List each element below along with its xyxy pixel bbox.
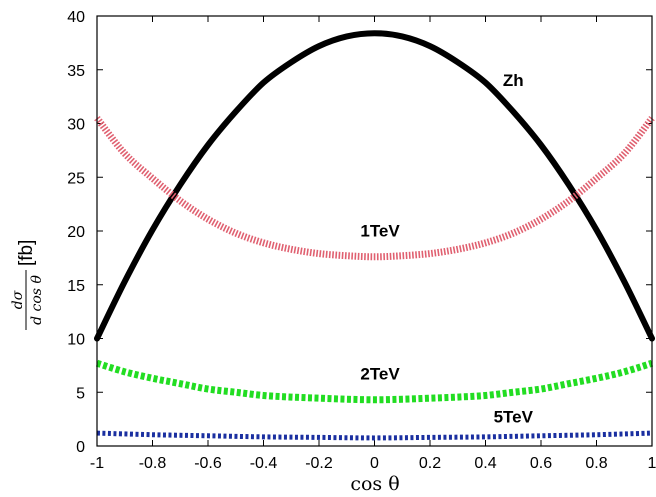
y-tick-label: 5 [76,385,85,402]
series-line-1tev [94,115,655,261]
y-tick-label: 35 [67,63,85,80]
series-labels: Zh 1TeV 2TeV 5TeV [360,71,533,426]
x-tick-label: 0.6 [530,455,552,472]
plot-frame [96,15,653,447]
x-tick-label: 0.8 [585,455,607,472]
series-layer [94,30,655,441]
x-tick-label: -0.6 [194,455,222,472]
y-axis-title: dσ d cos θ [fb] [10,240,45,330]
series-label-1tev: 1TeV [360,221,400,240]
y-tick-label: 40 [67,9,85,26]
x-tick-label: -0.4 [250,455,278,472]
y-tick-label: 30 [67,117,85,134]
y-axis-title-numerator: dσ [10,290,26,309]
series-label-zh: Zh [503,71,524,90]
x-tick-label: -1 [90,455,104,472]
y-tick-label: 10 [67,332,85,349]
y-tick-label: 20 [67,224,85,241]
y-tick-label: 25 [67,170,85,187]
x-tick-label: -0.8 [139,455,167,472]
y-tick-label: 0 [76,439,85,456]
y-axis-title-denominator: d cos θ [29,275,45,325]
x-tick-label: -0.2 [305,455,333,472]
x-tick-label: 0 [370,455,379,472]
y-tick-label: 15 [67,278,85,295]
x-axis-title: cos θ [350,473,399,495]
x-tick-label: 0.2 [419,455,441,472]
series-line-2tev [95,359,654,404]
series-label-5tev: 5TeV [494,407,534,426]
ticks: -1 -0.8 -0.6 -0.4 -0.2 0 0.2 0.4 0.6 0.8 105101520… [67,9,656,472]
series-line-5tev [96,430,653,441]
series-label-2tev: 2TeV [360,364,400,383]
y-axis-title-unit: [fb] [16,240,37,266]
x-tick-label: 1 [648,455,656,472]
x-tick-label: 0.4 [474,455,496,472]
series-line-zh [94,30,655,342]
